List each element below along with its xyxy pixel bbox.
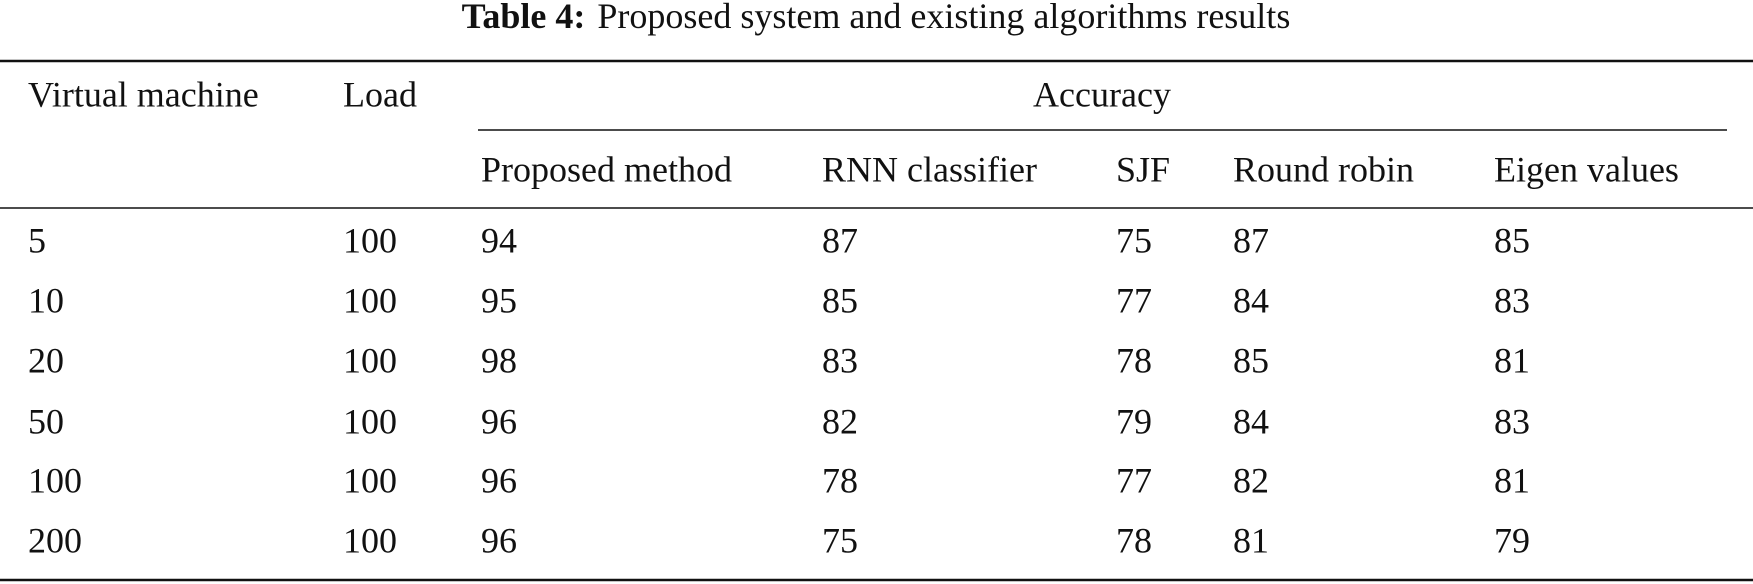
table-cell: 79	[1116, 401, 1152, 441]
table-cell: 98	[481, 340, 517, 380]
table-cell: 96	[481, 520, 517, 560]
table-cell: 100	[343, 340, 397, 380]
table-cell: 95	[481, 280, 517, 320]
table-cell: 83	[822, 340, 858, 380]
table-cell: 82	[1233, 460, 1269, 500]
table-cell: 50	[28, 401, 64, 441]
subcolumn-header: SJF	[1116, 149, 1170, 189]
table-cell: 84	[1233, 401, 1269, 441]
table-cell: 96	[481, 460, 517, 500]
table-cell: 5	[28, 220, 46, 260]
table-cell: 100	[343, 520, 397, 560]
table-cell: 85	[1494, 220, 1530, 260]
group-header: Accuracy	[1033, 74, 1171, 114]
column-header: Virtual machine	[28, 74, 259, 114]
table-cell: 83	[1494, 280, 1530, 320]
subcolumn-header: Round robin	[1233, 149, 1414, 189]
table-cell: 75	[1116, 220, 1152, 260]
table-cell: 78	[1116, 340, 1152, 380]
table-cell: 77	[1116, 280, 1152, 320]
table-cell: 82	[822, 401, 858, 441]
table-cell: 100	[343, 401, 397, 441]
subcolumn-header: RNN classifier	[822, 149, 1037, 189]
table-cell: 77	[1116, 460, 1152, 500]
table-cell: 78	[1116, 520, 1152, 560]
subcolumn-header: Proposed method	[481, 149, 732, 189]
caption-label: Table 4:	[462, 0, 586, 36]
table-cell: 84	[1233, 280, 1269, 320]
table-cell: 100	[343, 460, 397, 500]
table-cell: 10	[28, 280, 64, 320]
table-cell: 81	[1233, 520, 1269, 560]
table-cell: 87	[822, 220, 858, 260]
table-cell: 81	[1494, 460, 1530, 500]
table-cell: 100	[343, 280, 397, 320]
table-cell: 85	[1233, 340, 1269, 380]
caption: Table 4: Proposed system and existing alg…	[462, 0, 1291, 36]
subcolumn-header: Eigen values	[1494, 149, 1679, 189]
table-cell: 75	[822, 520, 858, 560]
table-cell: 83	[1494, 401, 1530, 441]
caption-text: Proposed system and existing algorithms …	[597, 0, 1290, 36]
table-cell: 81	[1494, 340, 1530, 380]
table-cell: 87	[1233, 220, 1269, 260]
table-cell: 78	[822, 460, 858, 500]
column-header: Load	[343, 74, 417, 114]
table-cell: 100	[343, 220, 397, 260]
table-cell: 96	[481, 401, 517, 441]
table-cell: 85	[822, 280, 858, 320]
table-cell: 200	[28, 520, 82, 560]
table-cell: 79	[1494, 520, 1530, 560]
table-cell: 20	[28, 340, 64, 380]
table-cell: 94	[481, 220, 517, 260]
table-cell: 100	[28, 460, 82, 500]
